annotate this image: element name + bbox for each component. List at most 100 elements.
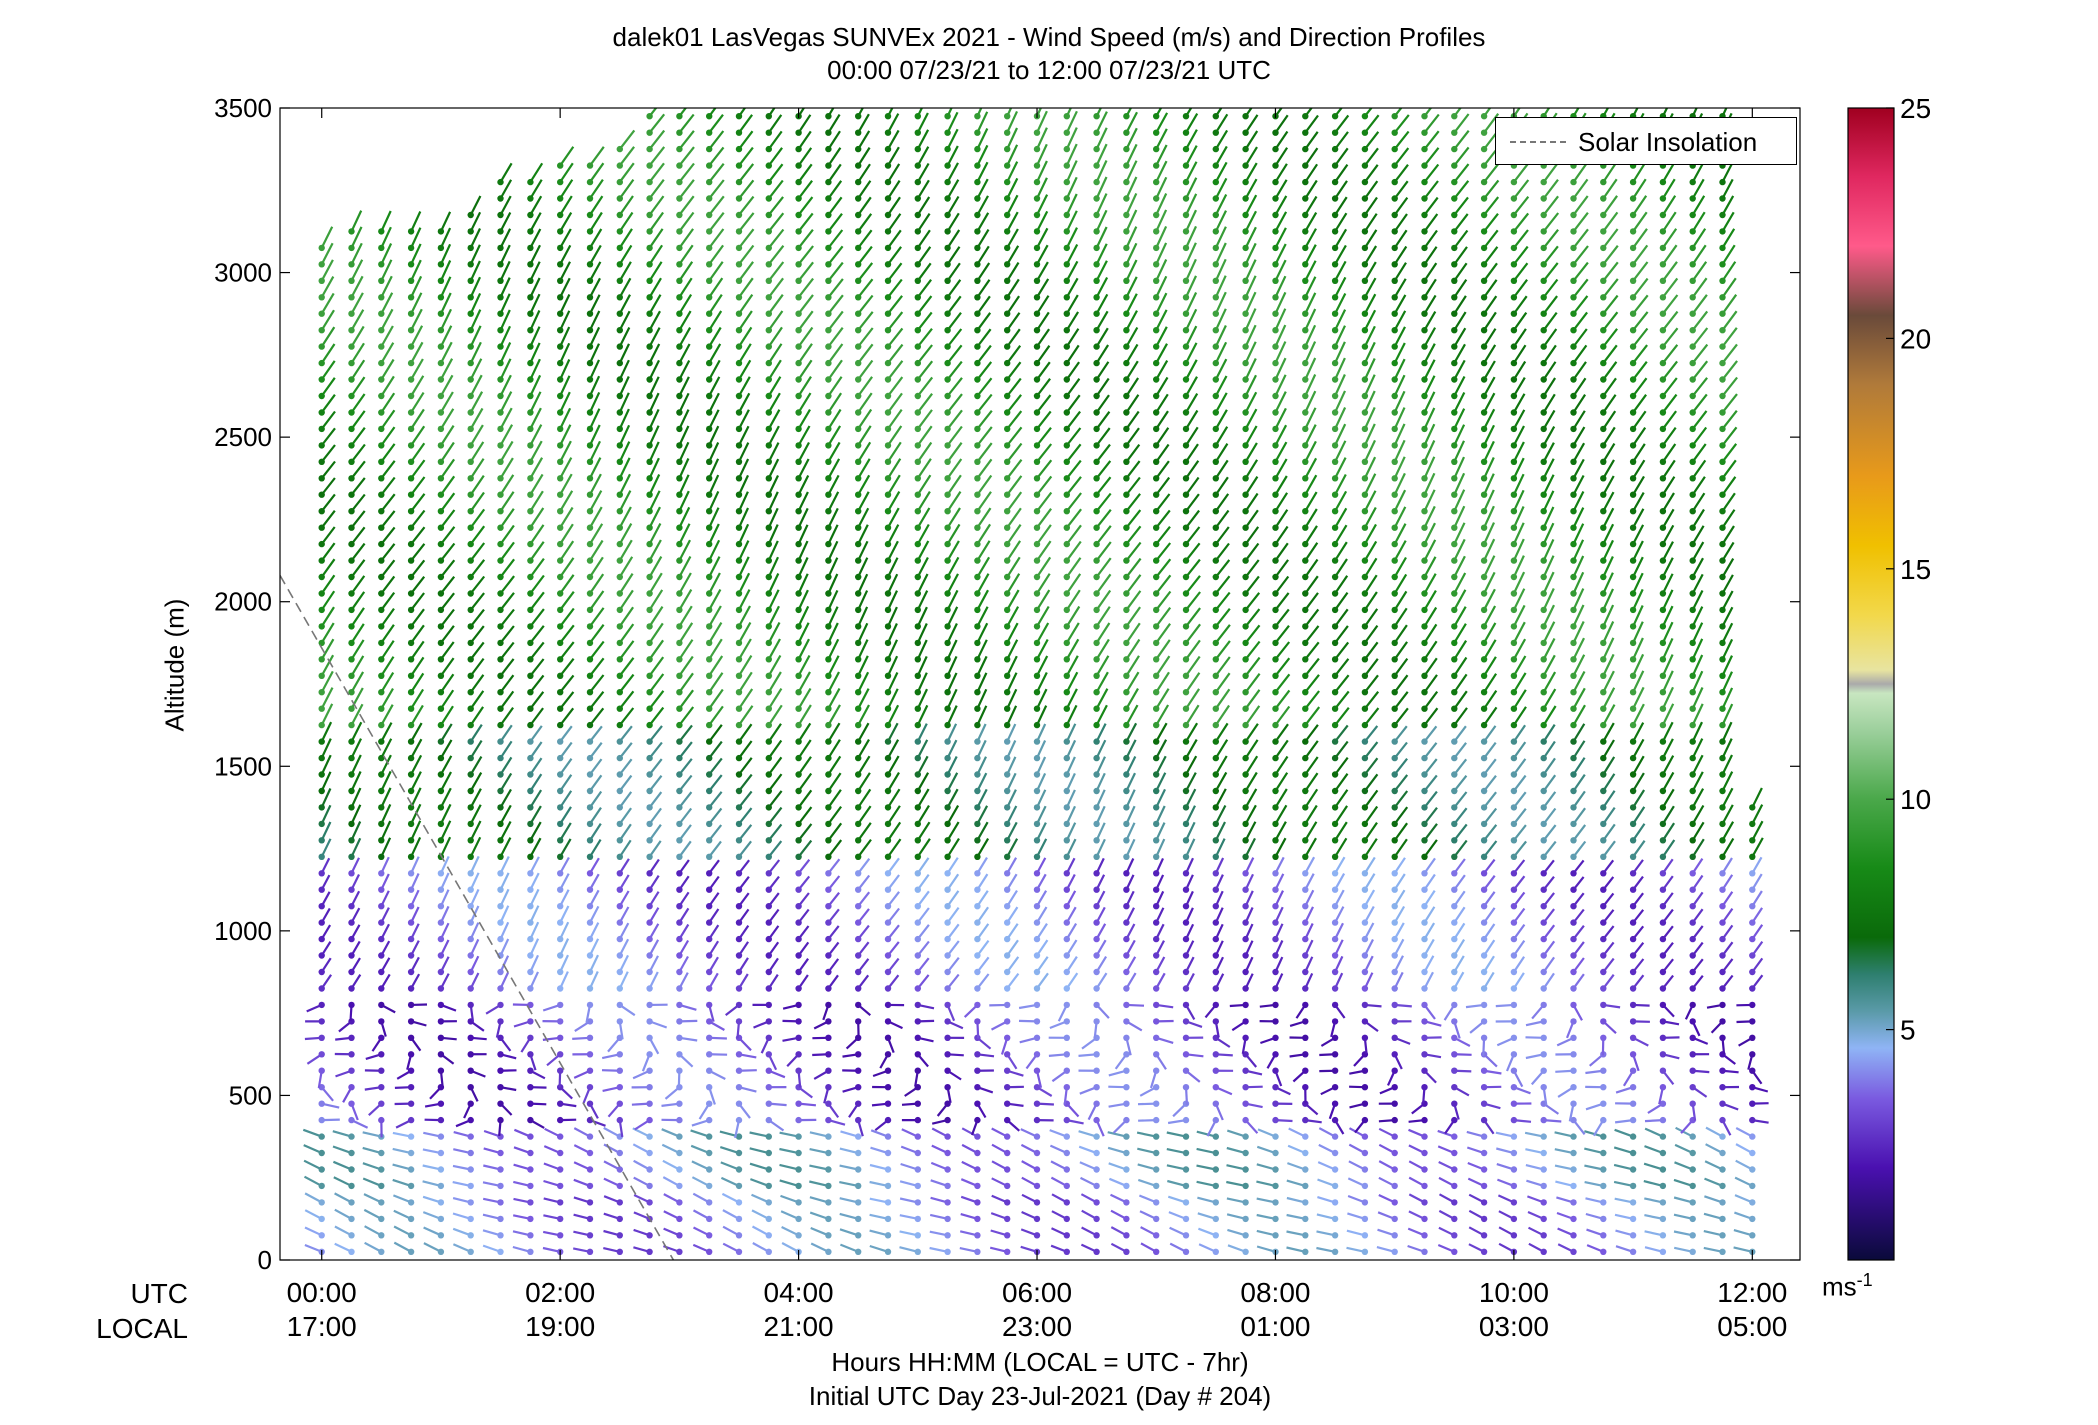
wind-barb-shaft — [499, 374, 512, 397]
wind-barb-shaft — [1006, 540, 1022, 562]
wind-barb-shaft — [469, 458, 485, 479]
wind-barb-point — [1123, 623, 1130, 630]
wind-barb-shaft — [1364, 725, 1379, 743]
wind-barb-point — [646, 787, 653, 795]
wind-barb-point — [1302, 787, 1309, 795]
wind-barb-shaft — [1095, 327, 1109, 348]
wind-barb-shaft — [648, 522, 662, 545]
wind-barb-point — [1302, 310, 1309, 317]
wind-barb-point — [855, 721, 862, 729]
wind-barb-point — [378, 1215, 385, 1223]
wind-barb-shaft — [410, 308, 423, 331]
wind-barb-shaft — [1036, 108, 1043, 117]
wind-barb-point — [706, 1100, 713, 1107]
wind-barb-point — [586, 442, 594, 449]
wind-barb-shaft — [303, 1159, 323, 1171]
wind-barb-shaft — [737, 474, 749, 496]
wind-barb-shaft — [618, 690, 635, 710]
wind-barb-point — [1212, 475, 1220, 482]
wind-barb-point — [1033, 557, 1041, 564]
wind-barb-point — [378, 623, 385, 630]
wind-barb-point — [497, 195, 504, 202]
wind-barb-point — [1242, 359, 1249, 367]
wind-barb-point — [855, 277, 862, 284]
wind-barb-shaft — [1256, 1197, 1276, 1204]
wind-barb-shaft — [1244, 755, 1259, 776]
wind-barb-point — [378, 738, 385, 745]
wind-barb-point — [1302, 754, 1309, 762]
wind-barb-point — [1093, 1084, 1100, 1091]
wind-barb-shaft — [380, 754, 392, 776]
wind-barb-point — [1212, 787, 1220, 795]
wind-barb-point — [527, 705, 534, 712]
wind-barb-point — [1361, 228, 1369, 235]
wind-barb-point — [1004, 672, 1011, 679]
wind-barb-point — [378, 343, 385, 350]
wind-barb-point — [1063, 458, 1071, 465]
wind-barb-point — [1033, 211, 1041, 219]
wind-barb-shaft — [857, 704, 870, 726]
wind-barb-point — [318, 475, 325, 482]
wind-barb-shaft — [1363, 574, 1378, 595]
wind-barb-point — [407, 294, 415, 301]
wind-barb-point — [1123, 820, 1130, 828]
wind-barb-shaft — [797, 491, 809, 512]
wind-barb-point — [467, 656, 474, 663]
wind-barb-shaft — [469, 211, 482, 232]
wind-barb-point — [735, 1166, 743, 1173]
wind-barb-shaft — [1244, 358, 1257, 381]
wind-barb-point — [1242, 1116, 1249, 1124]
wind-barb-point — [974, 886, 981, 893]
wind-barb-point — [1093, 952, 1100, 959]
wind-barb-point — [974, 754, 981, 762]
wind-barb-shaft — [1125, 722, 1138, 743]
wind-barb-point — [437, 837, 445, 844]
wind-barb-point — [1153, 1018, 1160, 1025]
wind-barb-point — [795, 721, 802, 729]
wind-barb-shaft — [797, 458, 810, 479]
wind-barb-point — [1123, 935, 1130, 943]
wind-barb-point — [1242, 1018, 1249, 1025]
wind-barb-shaft — [469, 592, 485, 611]
wind-barb-point — [1272, 754, 1279, 762]
wind-barb-point — [1302, 968, 1309, 976]
wind-barb-point — [706, 1182, 713, 1190]
wind-barb-shaft — [529, 195, 543, 216]
wind-barb-point — [676, 343, 683, 350]
wind-barb-point — [1153, 129, 1160, 136]
wind-barb-point — [795, 162, 802, 169]
wind-barb-shaft — [1155, 822, 1166, 841]
wind-barb-point — [616, 327, 623, 334]
wind-barb-point — [914, 524, 921, 531]
wind-barb-point — [1182, 573, 1190, 581]
wind-barb-point — [527, 623, 534, 630]
wind-barb-point — [1212, 837, 1220, 844]
wind-barb-point — [944, 113, 951, 120]
wind-barb-shaft — [1244, 275, 1257, 298]
wind-barb-point — [437, 1100, 445, 1107]
wind-barb-point — [1212, 228, 1220, 235]
wind-barb-point — [646, 771, 653, 778]
wind-barb-point — [855, 524, 862, 531]
wind-barb-shaft — [1155, 623, 1171, 644]
wind-barb-shaft — [708, 774, 723, 792]
wind-barb-point — [1153, 211, 1160, 219]
wind-barb-shaft — [1185, 607, 1201, 628]
wind-barb-point — [527, 1034, 534, 1042]
wind-barb-shaft — [797, 622, 810, 644]
wind-barb-shaft — [440, 625, 455, 644]
wind-barb-shaft — [976, 344, 992, 364]
wind-barb-shaft — [469, 608, 485, 628]
wind-barb-point — [765, 442, 772, 449]
wind-barb-shaft — [678, 261, 694, 282]
wind-barb-shaft — [1274, 788, 1288, 809]
wind-barb-shaft — [648, 228, 664, 249]
wind-barb-point — [467, 442, 474, 449]
wind-barb-point — [616, 162, 623, 169]
wind-barb-point — [467, 738, 474, 745]
wind-barb-point — [1212, 1149, 1220, 1157]
wind-barb-point — [1153, 1116, 1160, 1124]
wind-barb-point — [1033, 787, 1041, 795]
wind-barb-shaft — [350, 542, 366, 562]
wind-barb-shaft — [440, 723, 453, 743]
